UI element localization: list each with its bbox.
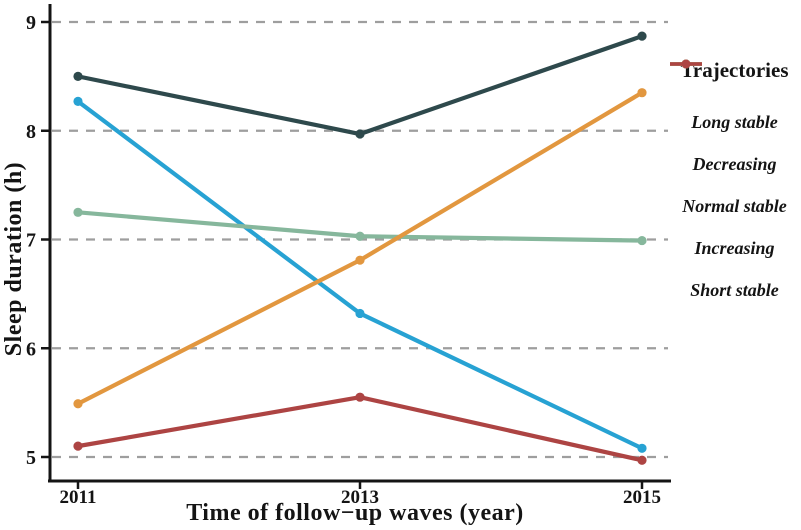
y-tick-label: 9 [26,12,36,34]
series-long-stable [73,31,647,139]
data-point [637,443,647,453]
data-point [73,399,83,409]
data-point [637,455,647,465]
x-tick-label: 2011 [60,487,97,508]
data-point [73,71,83,81]
data-point [637,88,647,98]
series-normal-stable [73,207,647,246]
y-tick-label: 5 [26,447,36,469]
legend-item-normal-stable: Normal stable [670,59,787,218]
legend-label: Short stable [690,280,779,300]
data-point [73,207,83,217]
axes: 5 6 7 8 9 2011 2013 2015 [26,4,671,508]
series-increasing [73,88,647,409]
data-point [355,129,365,139]
y-tick-label: 6 [26,338,36,360]
legend-items: Long stable Decreasing Normal stable Inc… [670,59,787,302]
data-point [73,441,83,451]
legend-label: Decreasing [692,154,777,174]
x-axis-title: Time of follow−up waves (year) [186,500,524,526]
data-point [637,31,647,41]
data-point [355,231,365,241]
data-point [637,235,647,246]
legend-label: Normal stable [682,196,787,216]
legend-key-icon [670,59,702,69]
legend-item-increasing: Increasing [670,59,775,260]
data-point [73,96,83,106]
legend-label: Long stable [691,112,778,132]
data-point [355,392,365,402]
legend-label: Increasing [694,238,775,258]
data-point [355,308,365,319]
legend-item-long-stable: Long stable [670,59,778,134]
series-short-stable [73,392,647,465]
x-tick-label: 2013 [341,487,379,508]
data-point [355,255,365,265]
x-tick-label: 2015 [623,487,661,508]
legend-item-decreasing: Decreasing [670,59,777,176]
legend-item-short-stable: Short stable [670,59,779,302]
legend: Trajectories Long stable Decreasing Norm… [668,57,801,302]
legend-title: Trajectories [680,58,789,82]
series-decreasing [73,96,647,453]
y-tick-label: 7 [26,230,36,252]
y-tick-label: 8 [26,121,36,143]
y-axis-title: Sleep duration (h) [1,161,27,357]
